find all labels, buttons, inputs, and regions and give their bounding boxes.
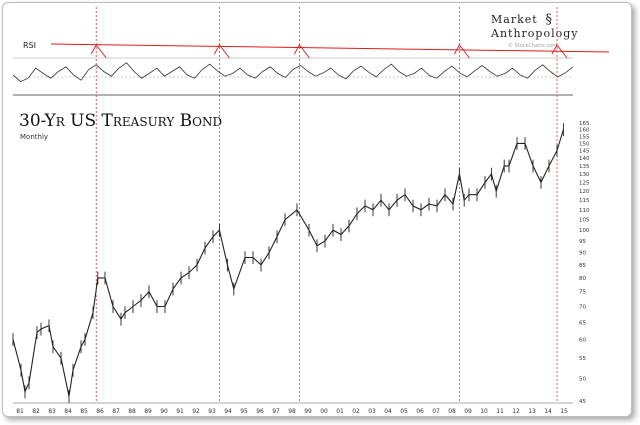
x-tick-label: 87	[112, 408, 120, 415]
brand-mark-icon: §	[545, 12, 553, 27]
chart-title: 30-Yr US Treasury Bond	[19, 111, 223, 131]
x-tick-label: 97	[272, 408, 280, 415]
x-tick-label: 02	[352, 408, 360, 415]
y-tick-label: 85	[579, 263, 586, 269]
rsi-peak-86	[90, 44, 107, 59]
x-tick-label: 12	[512, 408, 520, 415]
x-tick-label: 03	[368, 408, 376, 415]
x-tick-label: 81	[16, 408, 24, 415]
x-tick-label: 95	[240, 408, 248, 415]
chart-svg: 1651601551501451401351301251201151101051…	[12, 7, 610, 415]
x-tick-label: 94	[224, 408, 232, 415]
rsi-peak-98	[294, 44, 310, 59]
x-tick-label: 08	[448, 408, 456, 415]
y-tick-label: 155	[579, 134, 590, 140]
y-tick-label: 160	[579, 128, 590, 134]
y-tick-label: 165	[579, 121, 590, 127]
x-tick-label: 85	[80, 408, 88, 415]
rsi-peak-15	[551, 44, 568, 59]
y-tick-label: 70	[579, 305, 586, 311]
x-tick-label: 15	[560, 408, 568, 415]
x-tick-label: 86	[96, 408, 104, 415]
x-tick-label: 05	[400, 408, 408, 415]
x-tick-label: 98	[288, 408, 296, 415]
x-tick-label: 10	[480, 408, 488, 415]
y-tick-label: 45	[579, 399, 586, 405]
y-tick-label: 125	[579, 180, 590, 186]
x-tick-label: 90	[160, 408, 168, 415]
y-tick-label: 120	[579, 189, 590, 195]
y-tick-label: 150	[579, 141, 590, 147]
x-tick-label: 00	[320, 408, 328, 415]
y-tick-label: 90	[579, 251, 586, 257]
brand-logo: Market § Anthropology	[491, 12, 631, 40]
y-tick-label: 50	[579, 377, 586, 383]
x-tick-label: 13	[528, 408, 536, 415]
y-tick-label: 135	[579, 164, 590, 170]
x-tick-label: 84	[64, 408, 72, 415]
y-tick-label: 105	[579, 218, 590, 224]
y-tick-label: 115	[579, 198, 590, 204]
brand-left: Market	[491, 13, 538, 26]
x-tick-label: 91	[176, 408, 184, 415]
x-tick-label: 92	[192, 408, 200, 415]
x-tick-label: 09	[464, 408, 472, 415]
y-tick-label: 55	[579, 356, 586, 362]
x-tick-label: 88	[128, 408, 136, 415]
y-tick-label: 95	[579, 239, 586, 245]
y-tick-label: 145	[579, 149, 590, 155]
y-tick-label: 100	[579, 228, 590, 234]
price-line	[12, 129, 564, 397]
x-tick-label: 96	[256, 408, 264, 415]
y-tick-label: 75	[579, 290, 586, 296]
x-tick-label: 04	[384, 408, 392, 415]
y-tick-label: 65	[579, 320, 586, 326]
y-tick-label: 130	[579, 172, 590, 178]
x-tick-label: 06	[416, 408, 424, 415]
rsi-peak-08	[454, 44, 470, 59]
x-tick-label: 89	[144, 408, 152, 415]
y-tick-label: 60	[579, 337, 586, 343]
chart-card: Market § Anthropology RSI © StockCharts.…	[2, 2, 632, 417]
chart-subtitle: Monthly	[20, 133, 49, 141]
x-tick-label: 99	[304, 408, 312, 415]
rsi-label: RSI	[23, 41, 36, 50]
brand-right: Anthropology	[491, 27, 579, 40]
x-tick-label: 83	[48, 408, 56, 415]
rsi-peak-93	[214, 44, 230, 59]
y-tick-label: 110	[579, 208, 590, 214]
x-tick-label: 82	[32, 408, 40, 415]
x-tick-label: 01	[336, 408, 344, 415]
rsi-line	[12, 62, 574, 83]
y-tick-label: 80	[579, 276, 586, 282]
rsi-trendline	[50, 43, 610, 53]
x-tick-label: 14	[544, 408, 552, 415]
x-tick-label: 11	[496, 408, 504, 415]
y-tick-label: 140	[579, 156, 590, 162]
x-tick-label: 07	[432, 408, 440, 415]
watermark: © StockCharts.com	[508, 43, 558, 49]
x-tick-label: 93	[208, 408, 216, 415]
